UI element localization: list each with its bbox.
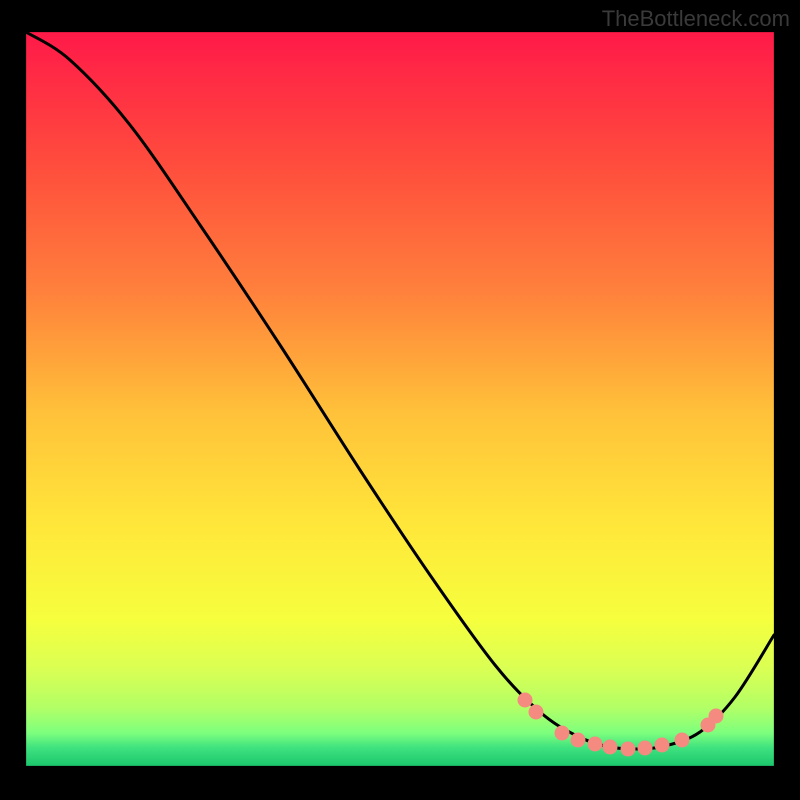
gradient-background-canvas xyxy=(0,0,800,800)
chart-stage: TheBottleneck.com xyxy=(0,0,800,800)
watermark-text: TheBottleneck.com xyxy=(602,6,790,32)
